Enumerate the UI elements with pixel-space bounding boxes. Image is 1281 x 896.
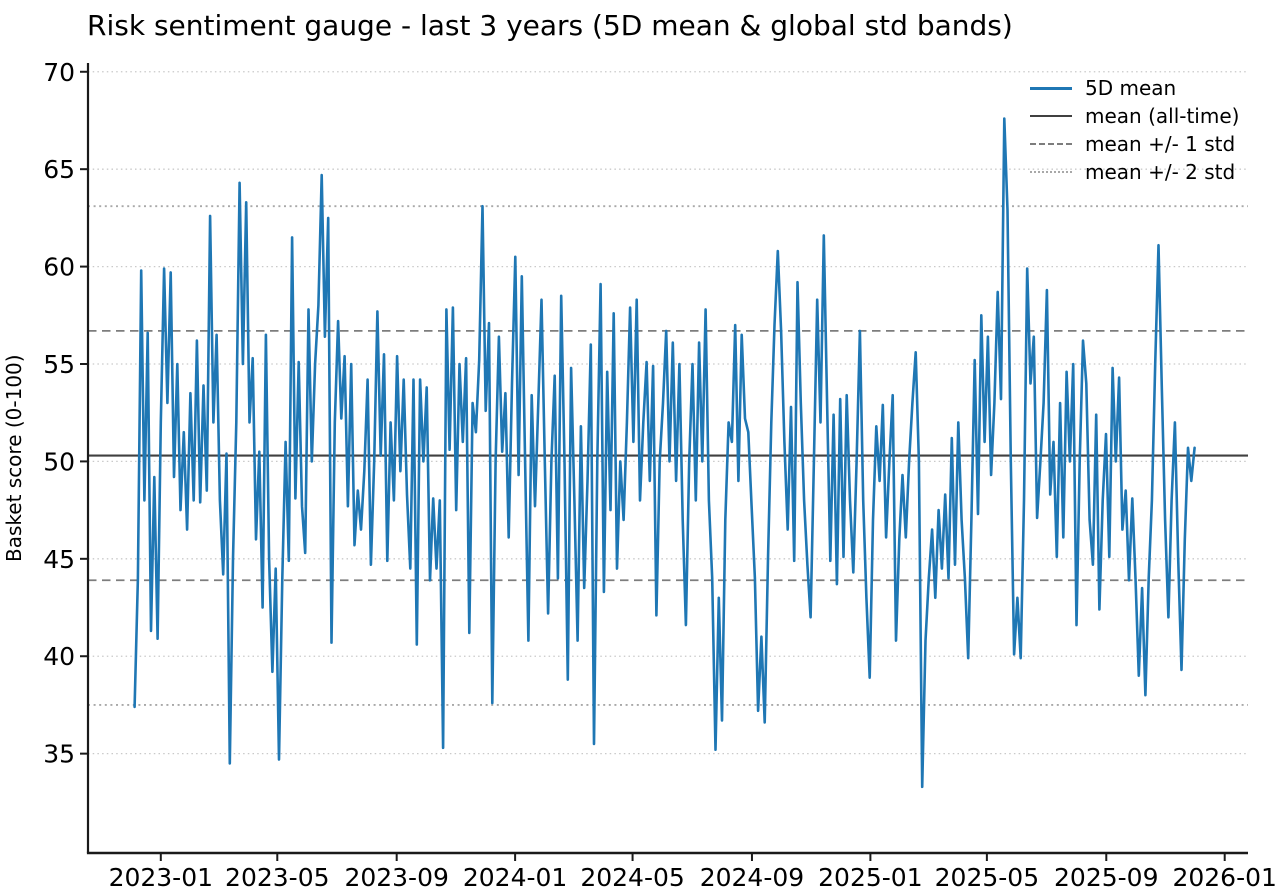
- x-tick-label-2026-01: 2026-01: [1172, 863, 1276, 892]
- legend: 5D mean mean (all-time) mean +/- 1 std mean…: [1030, 74, 1239, 186]
- x-tick-label-2023-01: 2023-01: [109, 863, 213, 892]
- legend-label: mean (all-time): [1085, 104, 1240, 128]
- legend-label: mean +/- 1 std: [1085, 132, 1236, 156]
- y-tick-label-70: 70: [43, 58, 75, 87]
- legend-item-std1: mean +/- 1 std: [1030, 130, 1239, 158]
- y-tick-label-40: 40: [43, 642, 75, 671]
- x-tick-label-2025-01: 2025-01: [818, 863, 922, 892]
- y-tick-label-45: 45: [43, 545, 75, 574]
- x-tick-label-2023-09: 2023-09: [344, 863, 448, 892]
- x-tick-label-2025-09: 2025-09: [1054, 863, 1158, 892]
- legend-label: mean +/- 2 std: [1085, 160, 1236, 184]
- x-tick-label-2025-05: 2025-05: [935, 863, 1039, 892]
- x-tick-label-2023-05: 2023-05: [225, 863, 329, 892]
- x-tick-label-2024-05: 2024-05: [580, 863, 684, 892]
- legend-item-series: 5D mean: [1030, 74, 1239, 102]
- legend-label: 5D mean: [1085, 76, 1177, 100]
- legend-sample-std2-line: [1030, 171, 1072, 173]
- chart-title: Risk sentiment gauge - last 3 years (5D …: [87, 9, 1013, 42]
- y-tick-label-50: 50: [43, 447, 75, 476]
- y-tick-label-35: 35: [43, 740, 75, 769]
- legend-item-mean: mean (all-time): [1030, 102, 1239, 130]
- legend-sample-std1-line: [1030, 143, 1072, 145]
- legend-sample-mean-line: [1030, 115, 1072, 117]
- legend-item-std2: mean +/- 2 std: [1030, 158, 1239, 186]
- x-tick-label-2024-01: 2024-01: [463, 863, 567, 892]
- y-tick-label-55: 55: [43, 350, 75, 379]
- legend-sample-series-line: [1030, 86, 1072, 90]
- y-tick-label-65: 65: [43, 155, 75, 184]
- y-tick-label-60: 60: [43, 253, 75, 282]
- x-tick-label-2024-09: 2024-09: [700, 863, 804, 892]
- series-line-5d-mean: [133, 117, 1196, 789]
